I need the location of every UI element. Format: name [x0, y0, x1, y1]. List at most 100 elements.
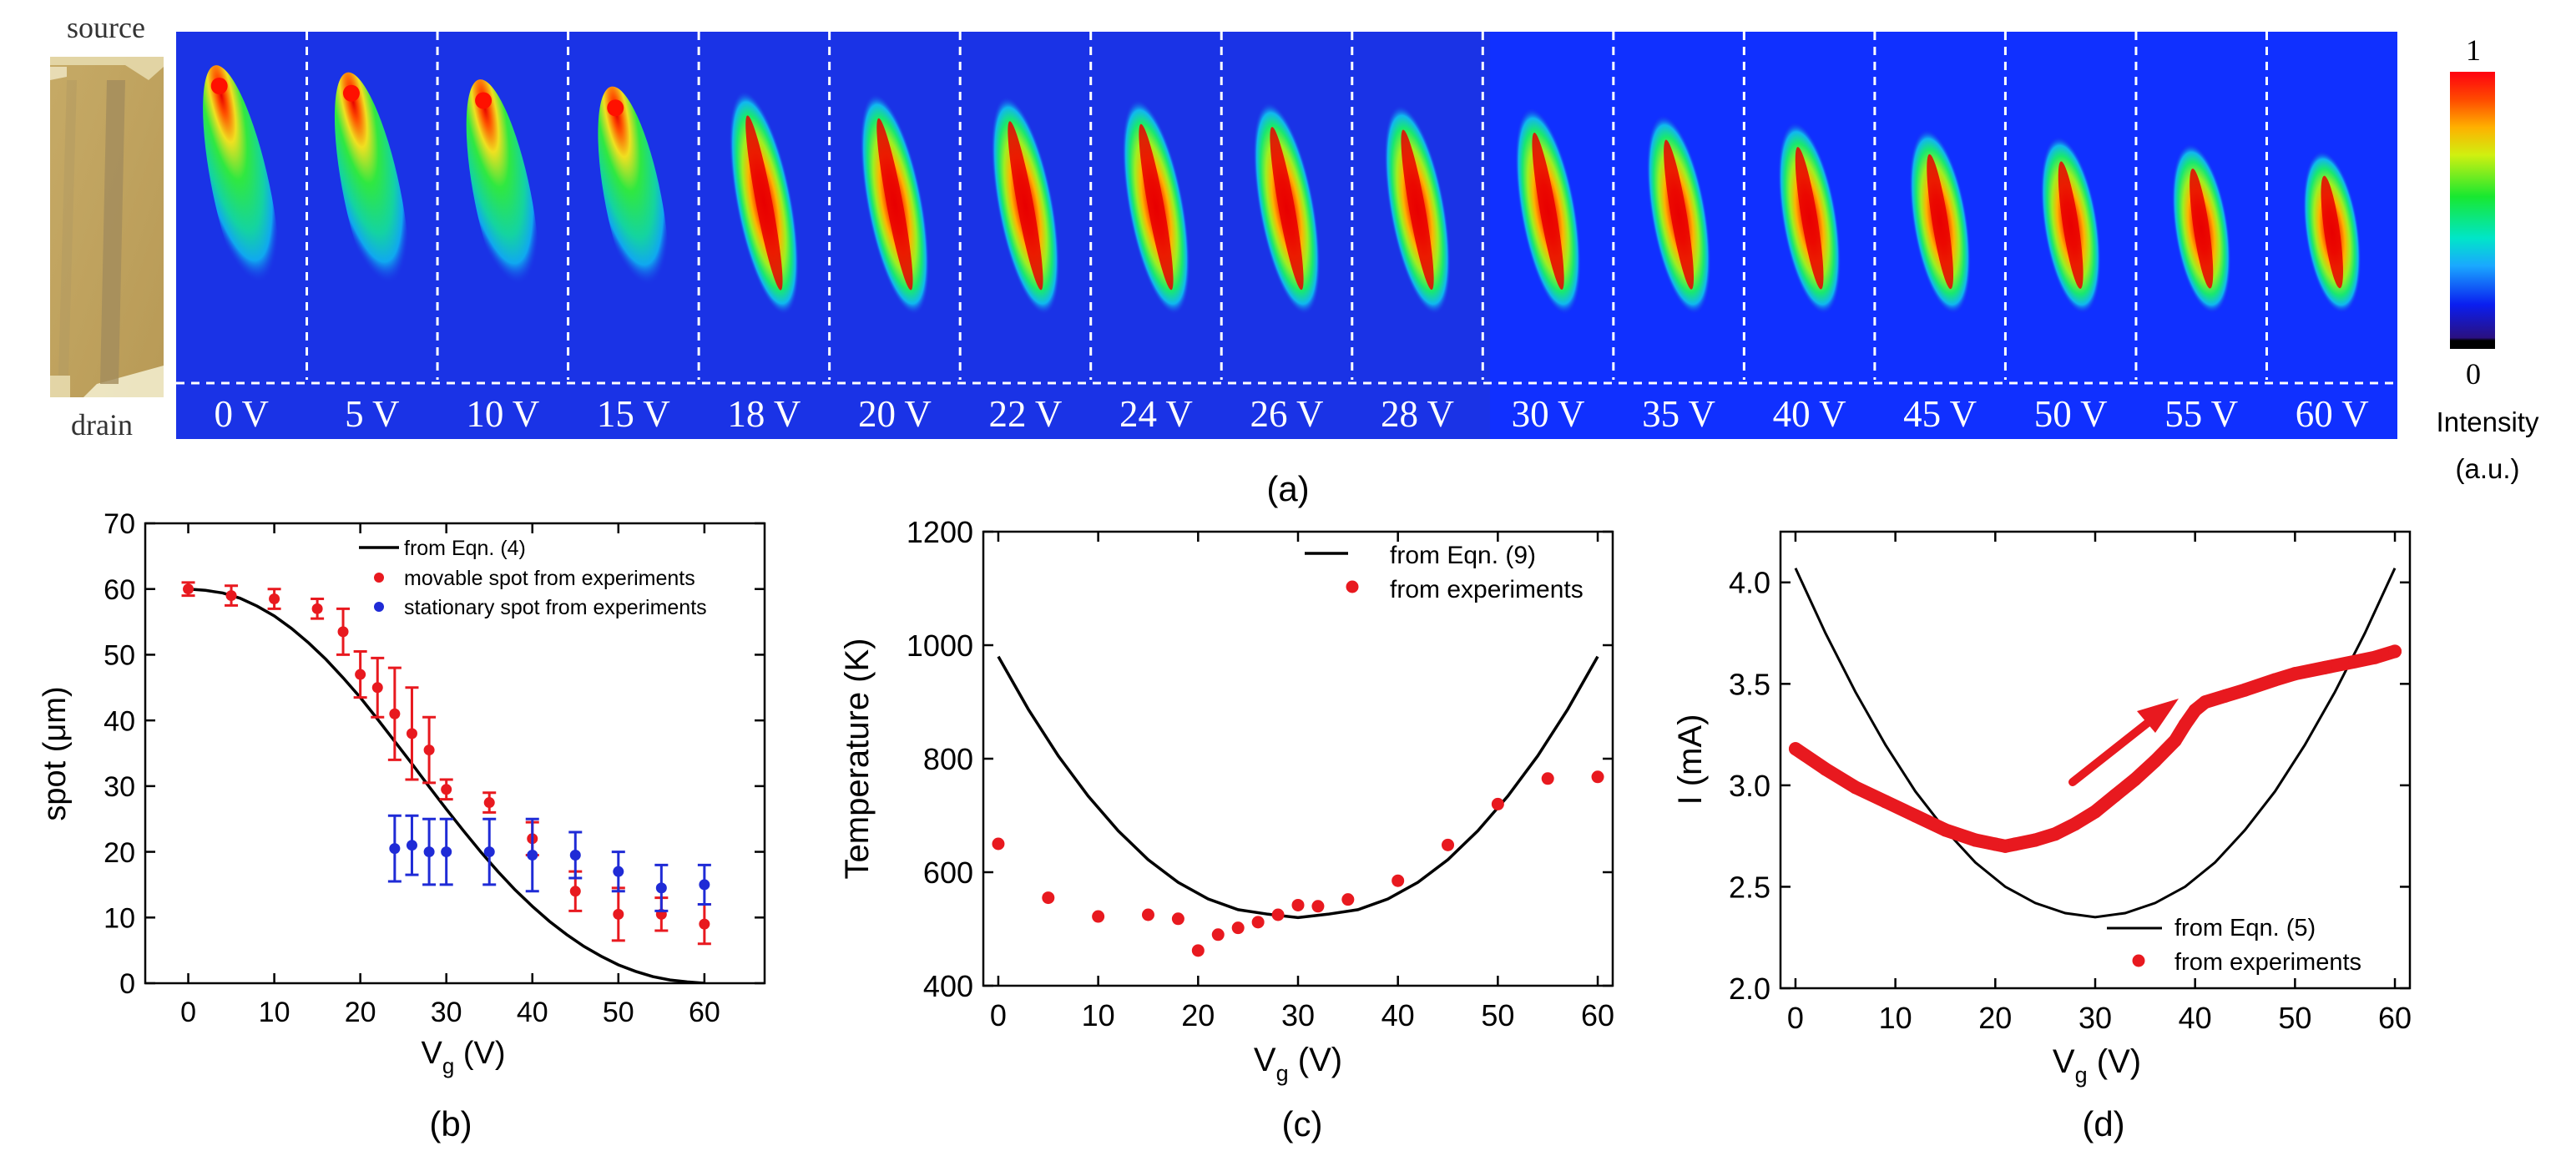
- movable-spot-point: [269, 593, 280, 605]
- frame-voltage-label: 20 V: [858, 393, 932, 435]
- current-point: [2178, 717, 2192, 731]
- model-curve-eqn5: [1794, 568, 2397, 919]
- stationary-spot-point: [699, 879, 710, 891]
- legend-b-eqn: from Eqn. (4): [404, 537, 526, 560]
- colorbar-title: Intensity: [2437, 406, 2539, 437]
- thermal-frame: 50 V: [2003, 32, 2108, 435]
- current-point: [1818, 762, 1832, 776]
- source-label: source: [67, 11, 145, 44]
- movable-spot-point: [441, 784, 452, 795]
- legend-b-stationary-marker: [374, 602, 384, 612]
- model-curve-eqn9: [997, 655, 1599, 920]
- current-point: [2188, 703, 2202, 717]
- x-tick-label: 0: [180, 997, 196, 1028]
- current-point: [2028, 833, 2043, 847]
- emission-core: [876, 118, 913, 290]
- colorbar-min-label: 0: [2466, 357, 2481, 391]
- emission-halo: [598, 86, 669, 315]
- x-tick-label: 0: [1787, 1001, 1804, 1035]
- plot-c-xlabel: Vg (V): [1254, 1042, 1342, 1086]
- x-tick-label: 50: [1481, 998, 1514, 1032]
- thermal-frame: 26 V: [1220, 32, 1324, 435]
- y-tick-label: 4.0: [1729, 566, 1770, 600]
- emission-core: [1139, 124, 1174, 290]
- panel-b: 0 10 20 30 40 50 60 0 10 20 30 40 50 60 70 from Eqn. (…: [38, 508, 766, 1143]
- frame-voltage-label: 18 V: [727, 393, 801, 435]
- temperature-point: [1191, 944, 1205, 957]
- legend-b-movable: movable spot from experiments: [404, 567, 695, 590]
- y-tick-label: 3.5: [1729, 667, 1770, 701]
- plot-c-points: [992, 770, 1604, 957]
- x-tick-label: 40: [2179, 1001, 2212, 1035]
- movable-spot-point: [355, 669, 366, 680]
- plot-b-frame: [144, 522, 766, 985]
- x-tick-label: 10: [1082, 998, 1115, 1032]
- plot-d-axes: 0 10 20 30 40 50 60 2.0 2.5 3.0 3.5 4.0: [1729, 532, 2412, 1035]
- thermal-frame: 5 V: [306, 32, 410, 435]
- legend-d-marker: [2132, 954, 2145, 967]
- legend-d-eqn: from Eqn. (5): [2174, 915, 2316, 941]
- panel-d-label: (d): [2082, 1104, 2124, 1143]
- temperature-point: [1171, 912, 1184, 926]
- movable-spot-point: [371, 682, 383, 694]
- x-tick-label: 40: [1381, 998, 1415, 1032]
- legend-c: from Eqn. (9) from experiments: [1305, 542, 1583, 603]
- drain-label: drain: [71, 408, 133, 442]
- plot-d-xlabel: Vg (V): [2053, 1043, 2141, 1088]
- colorbar-gradient: [2450, 72, 2495, 349]
- thermal-frame: 0 V: [203, 65, 280, 435]
- x-tick-label: 10: [1879, 1001, 1912, 1035]
- stationary-spot-point: [483, 846, 495, 858]
- thermal-frame: 10 V: [436, 32, 539, 435]
- legend-b-stationary: stationary spot from experiments: [404, 596, 707, 619]
- current-point: [2089, 805, 2102, 819]
- temperature-point: [1271, 908, 1285, 921]
- y-tick-label: 70: [104, 508, 135, 540]
- plot-b-xlabel: Vg (V): [421, 1036, 505, 1078]
- movable-spot-point: [613, 908, 624, 920]
- panel-c: 0 10 20 30 40 50 60 400 600 800 1000 1200 from Eqn.…: [839, 515, 1614, 1143]
- y-tick-label: 2.0: [1729, 972, 1770, 1006]
- current-point: [2368, 650, 2382, 664]
- stationary-spot-point: [423, 846, 435, 858]
- y-tick-label: 10: [104, 903, 135, 935]
- plot-b-axes: 0 10 20 30 40 50 60 0 10 20 30 40 50 60 70: [104, 508, 765, 1028]
- colorbar: 1 0 Intensity (a.u.): [2437, 33, 2539, 484]
- frame-voltage-label: 26 V: [1250, 393, 1324, 435]
- y-tick-label: 600: [923, 856, 973, 890]
- emission-core: [1664, 139, 1695, 290]
- x-tick-label: 20: [345, 997, 376, 1028]
- plot-c-axes: 0 10 20 30 40 50 60 400 600 800 1000 1200: [907, 515, 1614, 1032]
- y-tick-label: 800: [923, 742, 973, 776]
- y-tick-label: 3.0: [1729, 769, 1770, 803]
- thermal-frame: 20 V: [828, 32, 932, 435]
- current-point: [1968, 833, 1983, 847]
- x-tick-label: 60: [689, 997, 720, 1028]
- legend-c-exp: from experiments: [1390, 576, 1583, 603]
- x-tick-label: 60: [1581, 998, 1614, 1032]
- x-tick-label: 10: [259, 997, 290, 1028]
- legend-d-exp: from experiments: [2174, 949, 2361, 976]
- emission-core: [2190, 169, 2214, 289]
- y-tick-label: 60: [104, 574, 135, 606]
- thermal-frame: 45 V: [1873, 32, 1977, 435]
- frame-voltage-label: 5 V: [345, 393, 399, 435]
- emission-core: [745, 115, 783, 290]
- y-tick-label: 30: [104, 771, 135, 803]
- frame-voltage-label: 60 V: [2296, 393, 2369, 435]
- frame-voltage-label: 22 V: [988, 393, 1062, 435]
- current-point: [2318, 660, 2332, 674]
- frame-voltage-label: 45 V: [1903, 393, 1977, 435]
- movable-spot-point: [389, 708, 401, 719]
- current-point: [2348, 654, 2362, 669]
- current-point: [1878, 795, 1892, 809]
- current-point: [2218, 689, 2232, 703]
- x-tick-label: 20: [1978, 1001, 2012, 1035]
- x-tick-label: 30: [431, 997, 462, 1028]
- legend-c-eqn: from Eqn. (9): [1390, 542, 1536, 569]
- temperature-point: [1491, 797, 1504, 810]
- temperature-point: [1541, 772, 1554, 785]
- emission-core: [1927, 154, 1954, 290]
- temperature-point: [1291, 898, 1305, 911]
